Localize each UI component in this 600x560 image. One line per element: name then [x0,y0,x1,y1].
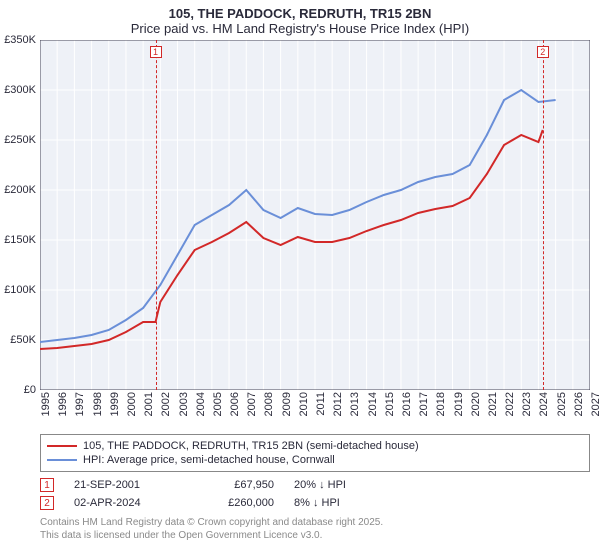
credits-line1: Contains HM Land Registry data © Crown c… [40,516,590,529]
x-tick-label: 2002 [160,392,172,416]
x-tick-label: 2021 [487,392,499,416]
x-tick-label: 1996 [57,392,69,416]
legend-swatch [47,445,77,447]
marker-line [156,40,157,390]
marker-date: 21-SEP-2001 [74,479,174,491]
marker-date: 02-APR-2024 [74,497,174,509]
legend: 105, THE PADDOCK, REDRUTH, TR15 2BN (sem… [40,434,590,472]
x-tick-label: 2007 [246,392,258,416]
marker-price: £260,000 [194,497,274,509]
x-tick-label: 2027 [590,392,600,416]
x-tick-label: 2011 [315,392,327,416]
x-tick-label: 2017 [418,392,430,416]
y-tick-label: £300K [4,84,36,96]
x-tick-label: 1999 [109,392,121,416]
x-tick-label: 2019 [453,392,465,416]
x-tick-label: 2023 [521,392,533,416]
marker-number-box: 1 [40,478,54,492]
legend-item: HPI: Average price, semi-detached house,… [47,453,583,467]
y-tick-label: £250K [4,134,36,146]
x-tick-label: 2006 [229,392,241,416]
x-tick-label: 2020 [470,392,482,416]
x-tick-label: 2013 [349,392,361,416]
x-tick-label: 2025 [556,392,568,416]
legend-swatch [47,459,77,461]
x-tick-label: 1998 [92,392,104,416]
y-tick-label: £100K [4,284,36,296]
x-tick-label: 2009 [281,392,293,416]
marker-flag: 2 [537,46,549,58]
marker-line [543,40,544,390]
x-tick-label: 2022 [504,392,516,416]
credits-line2: This data is licensed under the Open Gov… [40,529,590,542]
title-line1: 105, THE PADDOCK, REDRUTH, TR15 2BN [0,6,600,21]
legend-item: 105, THE PADDOCK, REDRUTH, TR15 2BN (sem… [47,439,583,453]
marker-row: 1 21-SEP-2001 £67,950 20% ↓ HPI [40,476,590,494]
x-tick-label: 1995 [40,392,52,416]
x-tick-label: 1997 [74,392,86,416]
marker-number-box: 2 [40,496,54,510]
x-tick-label: 2018 [435,392,447,416]
y-tick-label: £350K [4,34,36,46]
x-tick-label: 2008 [263,392,275,416]
legend-label: HPI: Average price, semi-detached house,… [83,454,335,466]
x-tick-label: 2014 [367,392,379,416]
x-tick-label: 2012 [332,392,344,416]
chart-title: 105, THE PADDOCK, REDRUTH, TR15 2BN Pric… [0,0,600,40]
y-tick-label: £200K [4,184,36,196]
x-axis-labels: 1995 1996 1997 1998 1999 2000 2001 2002 2003 2004… [40,390,590,430]
chart-plot-area: £0£50K£100K£150K£200K£250K£300K£350K 12 [40,40,590,390]
chart-svg [40,40,590,390]
marker-flag: 1 [150,46,162,58]
x-tick-label: 2024 [538,392,550,416]
x-tick-label: 2016 [401,392,413,416]
marker-row: 2 02-APR-2024 £260,000 8% ↓ HPI [40,494,590,512]
x-tick-label: 2001 [143,392,155,416]
x-tick-label: 2000 [126,392,138,416]
x-tick-label: 2010 [298,392,310,416]
y-tick-label: £50K [10,334,36,346]
marker-diff: 8% ↓ HPI [294,497,374,509]
title-line2: Price paid vs. HM Land Registry's House … [0,21,600,36]
y-tick-label: £0 [24,384,36,396]
marker-diff: 20% ↓ HPI [294,479,374,491]
marker-table: 1 21-SEP-2001 £67,950 20% ↓ HPI 2 02-APR-2024… [40,476,590,512]
x-tick-label: 2026 [573,392,585,416]
y-axis-labels: £0£50K£100K£150K£200K£250K£300K£350K [0,40,38,390]
x-tick-label: 2003 [178,392,190,416]
x-tick-label: 2005 [212,392,224,416]
credits: Contains HM Land Registry data © Crown c… [40,516,590,542]
marker-price: £67,950 [194,479,274,491]
y-tick-label: £150K [4,234,36,246]
legend-label: 105, THE PADDOCK, REDRUTH, TR15 2BN (sem… [83,440,419,452]
x-tick-label: 2015 [384,392,396,416]
x-tick-label: 2004 [195,392,207,416]
